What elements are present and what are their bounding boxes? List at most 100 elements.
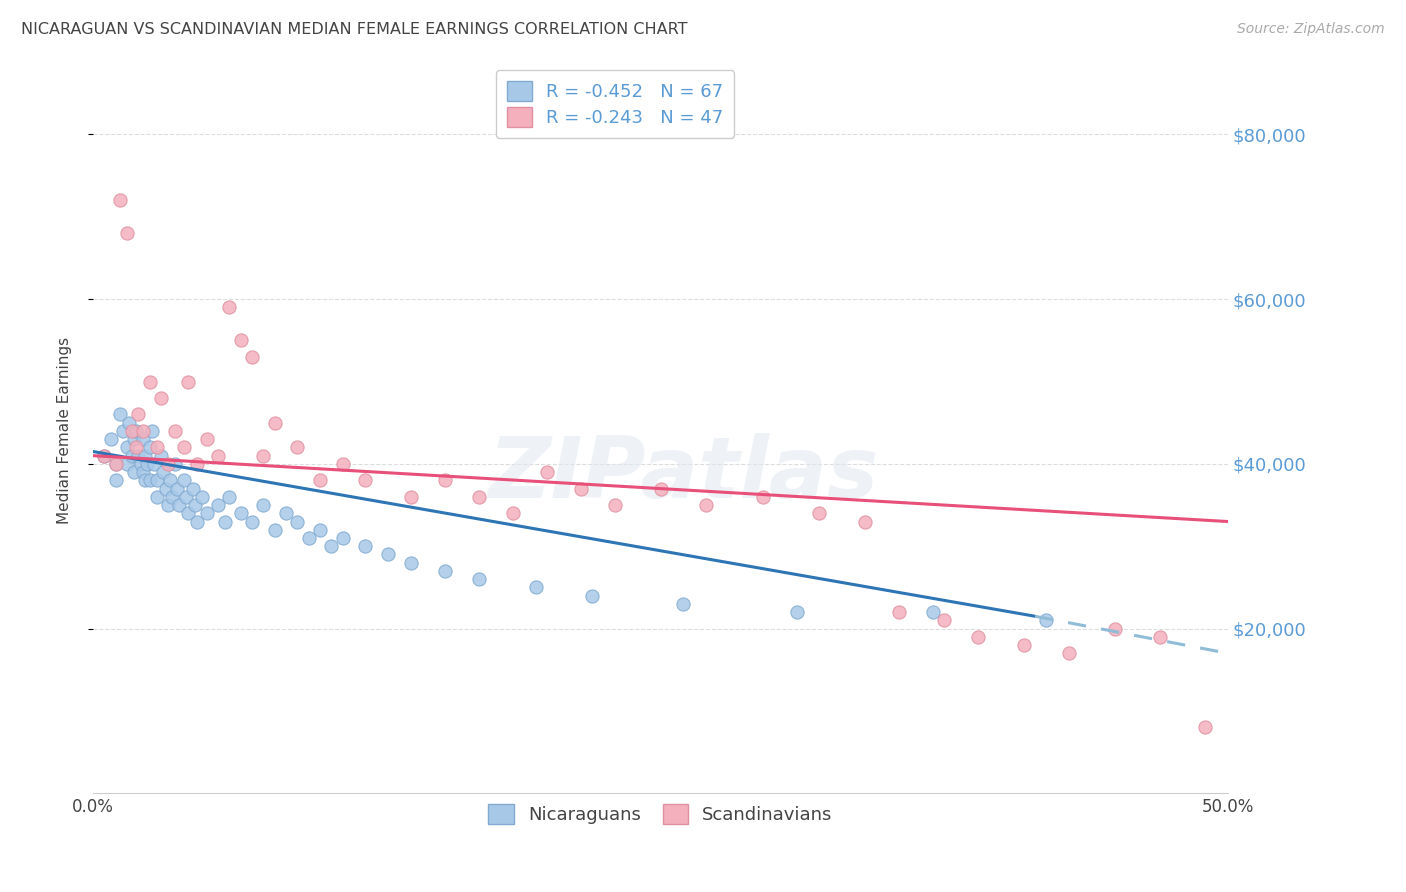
Point <box>309 523 332 537</box>
Point <box>354 539 377 553</box>
Point <box>145 474 167 488</box>
Point <box>240 350 263 364</box>
Point <box>263 416 285 430</box>
Text: Source: ZipAtlas.com: Source: ZipAtlas.com <box>1237 22 1385 37</box>
Point <box>139 441 162 455</box>
Point <box>672 597 695 611</box>
Point <box>934 613 956 627</box>
Point <box>887 605 910 619</box>
Point <box>93 449 115 463</box>
Point <box>1104 622 1126 636</box>
Point <box>1012 638 1035 652</box>
Point <box>252 449 274 463</box>
Point <box>104 474 127 488</box>
Text: NICARAGUAN VS SCANDINAVIAN MEDIAN FEMALE EARNINGS CORRELATION CHART: NICARAGUAN VS SCANDINAVIAN MEDIAN FEMALE… <box>21 22 688 37</box>
Point <box>195 506 218 520</box>
Point <box>181 482 204 496</box>
Point <box>163 424 186 438</box>
Point <box>134 449 156 463</box>
Point <box>169 498 191 512</box>
Point <box>145 441 167 455</box>
Point <box>125 424 148 438</box>
Point <box>127 449 149 463</box>
Point <box>967 630 990 644</box>
Point <box>377 548 399 562</box>
Point <box>121 449 143 463</box>
Point <box>132 424 155 438</box>
Point <box>218 301 240 315</box>
Point <box>229 334 252 348</box>
Point <box>695 498 717 512</box>
Point <box>524 581 547 595</box>
Point <box>139 375 162 389</box>
Point <box>207 449 229 463</box>
Point <box>240 515 263 529</box>
Point <box>252 498 274 512</box>
Point <box>152 465 174 479</box>
Point <box>118 416 141 430</box>
Point <box>115 457 138 471</box>
Text: ZIPatlas: ZIPatlas <box>488 433 879 516</box>
Point <box>332 531 354 545</box>
Point <box>1035 613 1057 627</box>
Point <box>132 465 155 479</box>
Point <box>115 441 138 455</box>
Point <box>922 605 945 619</box>
Point <box>132 432 155 446</box>
Point <box>156 498 179 512</box>
Point <box>166 482 188 496</box>
Point <box>162 490 184 504</box>
Point <box>354 474 377 488</box>
Point <box>134 474 156 488</box>
Point <box>751 490 773 504</box>
Point <box>650 482 672 496</box>
Point <box>136 457 159 471</box>
Y-axis label: Median Female Earnings: Median Female Earnings <box>58 337 72 524</box>
Point <box>321 539 343 553</box>
Point <box>468 490 491 504</box>
Point <box>122 465 145 479</box>
Point <box>150 449 173 463</box>
Point <box>129 457 152 471</box>
Point <box>184 498 207 512</box>
Point <box>143 457 166 471</box>
Point <box>218 490 240 504</box>
Point <box>173 474 195 488</box>
Point <box>195 432 218 446</box>
Legend: Nicaraguans, Scandinavians: Nicaraguans, Scandinavians <box>478 794 844 835</box>
Point <box>433 474 456 488</box>
Point <box>786 605 808 619</box>
Point <box>191 490 214 504</box>
Point <box>263 523 285 537</box>
Point <box>121 424 143 438</box>
Point <box>468 572 491 586</box>
Point <box>104 457 127 471</box>
Point <box>127 408 149 422</box>
Point <box>159 474 181 488</box>
Point <box>433 564 456 578</box>
Point <box>163 457 186 471</box>
Point <box>207 498 229 512</box>
Point <box>1194 721 1216 735</box>
Point <box>399 490 422 504</box>
Point <box>581 589 603 603</box>
Point <box>104 457 127 471</box>
Point <box>174 490 197 504</box>
Point <box>110 408 132 422</box>
Point <box>110 194 132 208</box>
Point <box>100 432 122 446</box>
Point <box>111 424 134 438</box>
Point <box>603 498 626 512</box>
Point <box>139 474 162 488</box>
Point <box>186 515 208 529</box>
Point <box>173 441 195 455</box>
Point <box>285 441 308 455</box>
Point <box>274 506 297 520</box>
Point <box>156 457 179 471</box>
Point <box>214 515 236 529</box>
Point <box>808 506 831 520</box>
Point <box>229 506 252 520</box>
Point <box>1057 646 1080 660</box>
Point <box>145 490 167 504</box>
Point <box>177 506 200 520</box>
